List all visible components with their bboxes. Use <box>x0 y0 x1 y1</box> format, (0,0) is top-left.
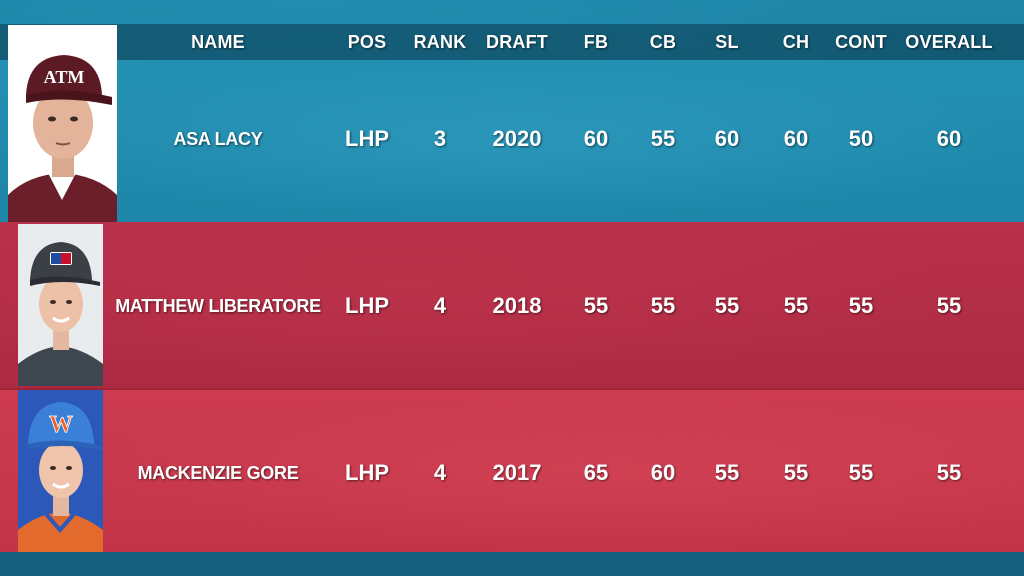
header-name: NAME <box>191 32 245 52</box>
header-overall: OVERALL <box>905 32 993 52</box>
player-portrait-icon: ATM <box>8 25 117 222</box>
header-cont: CONT <box>835 32 887 52</box>
header-rank: RANK <box>413 32 467 52</box>
player-cont: 55 <box>848 460 874 485</box>
player-rank: 3 <box>433 126 447 151</box>
bottom-band <box>0 552 1024 576</box>
player-rank: 4 <box>433 460 447 485</box>
player-draft: 2018 <box>492 293 542 318</box>
player-fb: 55 <box>583 293 609 318</box>
row-background-asa-lacy <box>0 60 1024 222</box>
cap-logo-atm: ATM <box>44 67 85 87</box>
player-cb: 60 <box>650 460 676 485</box>
player-sl: 60 <box>714 126 740 151</box>
player-fb: 60 <box>583 126 609 151</box>
player-rank: 4 <box>433 293 447 318</box>
player-cont: 50 <box>848 126 874 151</box>
player-portrait-icon: W <box>18 390 103 552</box>
header-cb: CB <box>649 32 677 52</box>
player-fb: 65 <box>583 460 609 485</box>
player-overall: 60 <box>936 126 962 151</box>
player-sl: 55 <box>714 293 740 318</box>
row-background-mackenzie-gore <box>0 388 1024 554</box>
header-band <box>0 24 1024 60</box>
player-overall: 55 <box>936 460 962 485</box>
player-draft: 2020 <box>492 126 542 151</box>
player-photo-mackenzie-gore: W <box>18 390 103 552</box>
header-draft: DRAFT <box>486 32 548 52</box>
player-ch: 60 <box>783 126 809 151</box>
player-overall: 55 <box>936 293 962 318</box>
player-cb: 55 <box>650 293 676 318</box>
header-pos: POS <box>347 32 387 52</box>
player-cb: 55 <box>650 126 676 151</box>
header-sl: SL <box>715 32 739 52</box>
player-ch: 55 <box>783 293 809 318</box>
player-cont: 55 <box>848 293 874 318</box>
player-name: MATTHEW LIBERATORE <box>115 296 321 316</box>
player-name: ASA LACY <box>173 129 263 149</box>
player-sl: 55 <box>714 460 740 485</box>
player-ch: 55 <box>783 460 809 485</box>
player-draft: 2017 <box>492 460 542 485</box>
player-photo-matthew-liberatore <box>18 224 103 386</box>
player-photo-asa-lacy: ATM <box>8 25 117 222</box>
player-name: MACKENZIE GORE <box>137 463 299 483</box>
player-portrait-icon <box>18 224 103 386</box>
header-ch: CH <box>782 32 810 52</box>
player-pos: LHP <box>345 126 389 151</box>
header-fb: FB <box>583 32 609 52</box>
cap-logo-w: W <box>49 412 73 438</box>
player-pos: LHP <box>345 293 389 318</box>
player-pos: LHP <box>345 460 389 485</box>
row-background-matthew-liberatore <box>0 222 1024 388</box>
